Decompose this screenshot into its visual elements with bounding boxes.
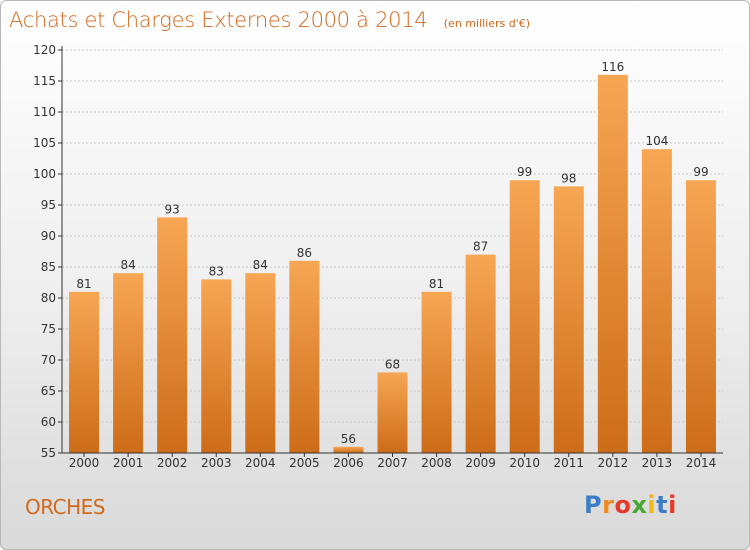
x-tick-label: 2014	[686, 456, 717, 470]
bar-2011	[553, 186, 584, 453]
bar-2012	[597, 74, 628, 454]
axes: 55 60 65 70 75 80 85 90 95 100 105 110 115 120 2000 200…	[33, 43, 723, 470]
x-tick-label: 2001	[113, 456, 144, 470]
logo-letter: t	[656, 491, 669, 519]
data-label: 99	[693, 165, 708, 179]
data-label: 93	[165, 202, 180, 216]
bar-2005	[289, 260, 320, 453]
logo-letter: r	[602, 491, 615, 519]
y-tick-label: 70	[41, 353, 56, 367]
bars: 81 84 93 83 84 86 56 68 81 87 99 98 116 104 99	[69, 60, 716, 454]
data-label: 84	[120, 258, 135, 272]
x-tick-label: 2006	[333, 456, 364, 470]
x-tick-label: 2013	[642, 456, 673, 470]
y-tick-label: 115	[33, 74, 56, 88]
proxiti-logo: Proxiti	[584, 491, 677, 519]
y-tick-label: 65	[41, 384, 56, 398]
bar-2003	[201, 279, 232, 453]
data-label: 116	[601, 60, 624, 74]
y-tick-label: 95	[41, 198, 56, 212]
data-label: 99	[517, 165, 532, 179]
data-label: 81	[76, 277, 91, 291]
x-tick-label: 2012	[598, 456, 629, 470]
data-label: 68	[385, 357, 400, 371]
logo-letter: P	[584, 491, 603, 519]
x-tick-label: 2007	[377, 456, 408, 470]
y-tick-label: 105	[33, 136, 56, 150]
x-tick-label: 2005	[289, 456, 320, 470]
bar-2006	[333, 446, 364, 453]
place-name: ORCHES	[25, 495, 105, 519]
y-tick-label: 75	[41, 322, 56, 336]
x-tick-label: 2010	[509, 456, 540, 470]
x-tick-label: 2011	[553, 456, 584, 470]
logo-letter: i	[668, 491, 677, 519]
bar-2014	[685, 180, 716, 453]
data-label: 86	[297, 246, 312, 260]
data-label: 83	[209, 264, 224, 278]
y-tick-label: 85	[41, 260, 56, 274]
data-label: 104	[645, 134, 668, 148]
y-tick-label: 90	[41, 229, 56, 243]
bar-2001	[113, 273, 144, 453]
data-label: 56	[341, 432, 356, 446]
logo-letter: i	[647, 491, 657, 519]
y-tick-label: 120	[33, 43, 56, 57]
x-tick-label: 2008	[421, 456, 452, 470]
logo-letter: x	[631, 491, 648, 519]
bar-2013	[641, 149, 672, 453]
title-row: Achats et Charges Externes 2000 à 2014 (…	[9, 8, 530, 32]
x-tick-label: 2003	[201, 456, 232, 470]
y-tick-label: 60	[41, 415, 56, 429]
x-tick-label: 2002	[157, 456, 188, 470]
y-tick-label: 55	[41, 446, 56, 460]
data-label: 87	[473, 240, 488, 254]
bar-2000	[69, 291, 100, 453]
chart-unit: (en milliers d'€)	[443, 17, 531, 30]
x-tick-label: 2004	[245, 456, 276, 470]
x-tick-label: 2000	[69, 456, 100, 470]
x-tick-label: 2009	[465, 456, 496, 470]
bar-2007	[377, 372, 408, 453]
data-label: 81	[429, 277, 444, 291]
bar-2004	[245, 273, 276, 453]
bar-2009	[465, 254, 496, 453]
y-tick-label: 100	[33, 167, 56, 181]
logo-letter: o	[614, 491, 632, 519]
data-label: 84	[253, 258, 268, 272]
y-tick-label: 110	[33, 105, 56, 119]
bar-2008	[421, 291, 452, 453]
chart-title: Achats et Charges Externes 2000 à 2014	[9, 8, 428, 32]
y-tick-label: 80	[41, 291, 56, 305]
bar-2002	[157, 217, 188, 453]
bar-2010	[509, 180, 540, 453]
data-label: 98	[561, 171, 576, 185]
